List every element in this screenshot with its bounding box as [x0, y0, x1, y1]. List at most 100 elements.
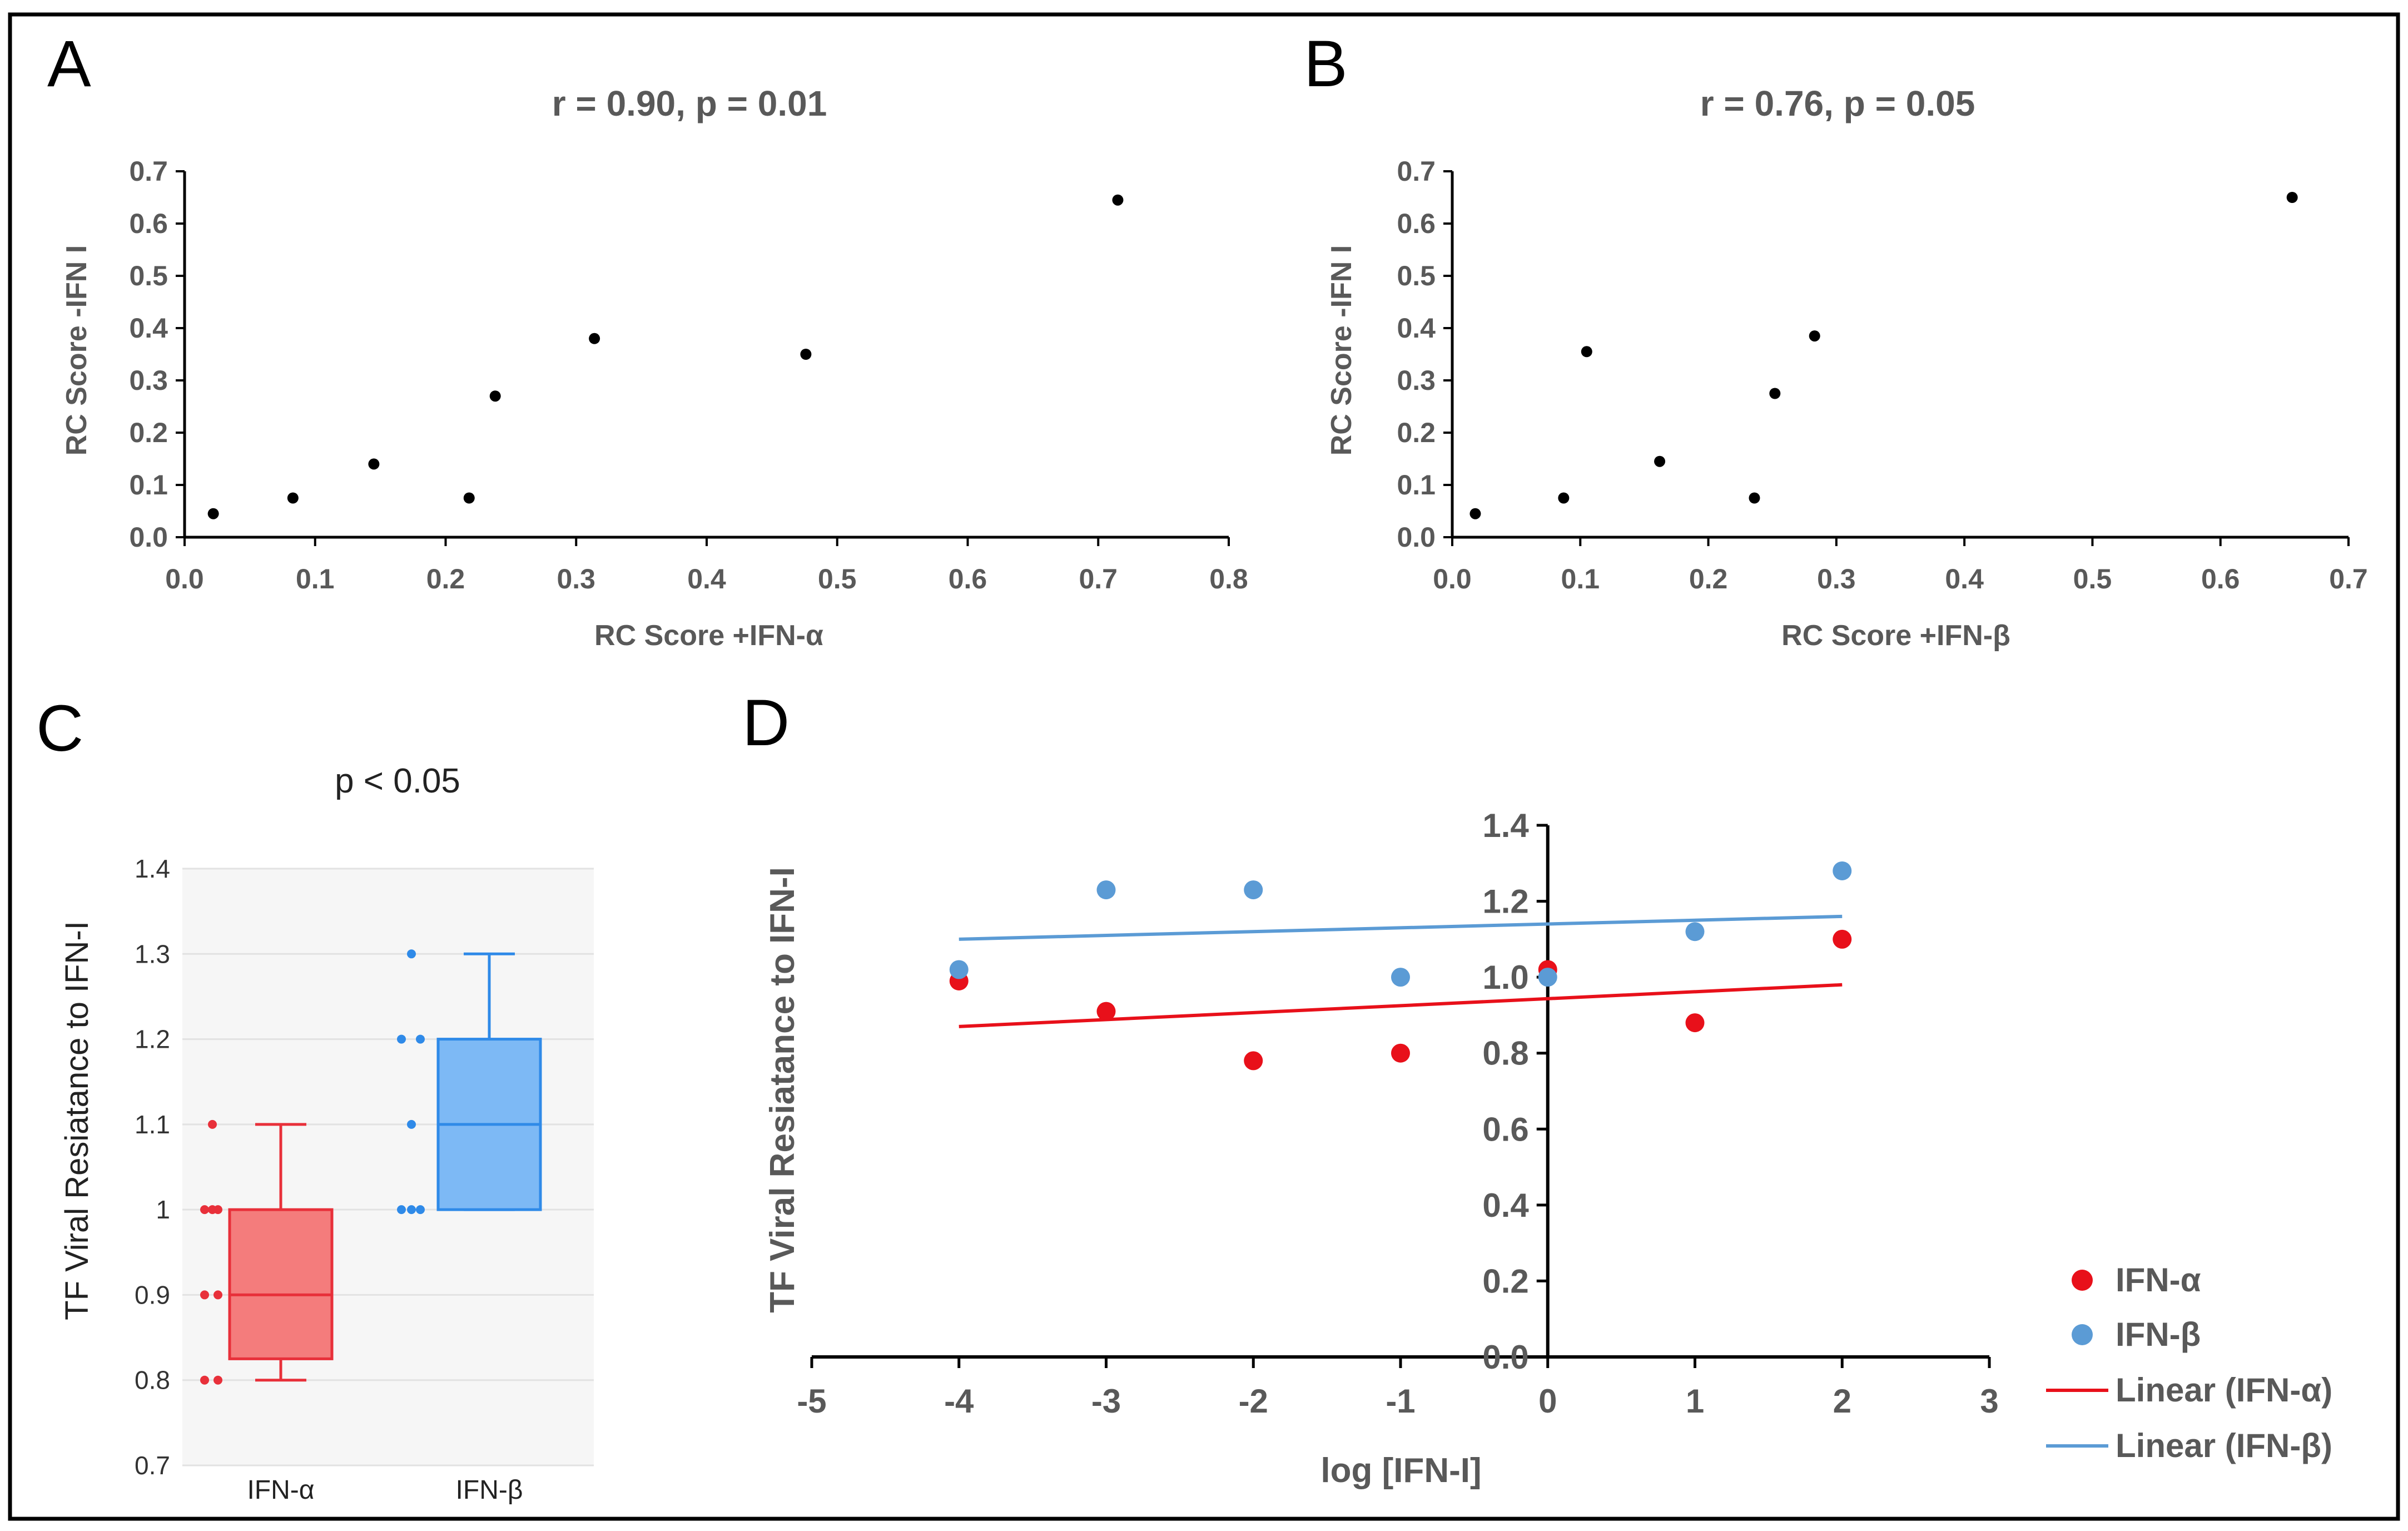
panel-a-y-tick-label: 0.4 — [129, 313, 168, 344]
panel-d-chart: log [IFN-I] TF Viral Resiatance to IFN-I… — [763, 807, 2332, 1490]
panel-d-point-beta — [1391, 968, 1410, 987]
panel-b-data-point — [1769, 388, 1781, 399]
panel-c-data-point — [407, 1205, 416, 1215]
panel-b-ylabel: RC Score -IFN I — [1325, 245, 1358, 456]
panel-c-ylabel: TF Viral Resiatance to IFN-I — [59, 921, 95, 1320]
panel-d-legend-label: Linear (IFN-β) — [2116, 1427, 2332, 1464]
panel-d-legend-marker — [2072, 1270, 2093, 1291]
panel-d-point-beta — [1833, 861, 1852, 880]
panel-c-data-point — [416, 1205, 425, 1215]
panel-d-xlabel: log [IFN-I] — [1320, 1451, 1481, 1490]
panel-c-data-point — [407, 949, 416, 959]
panel-b-y-tick-label: 0.0 — [1397, 522, 1436, 553]
panel-d-x-tick-label: 0 — [1538, 1383, 1557, 1420]
panel-a-x-tick-label: 0.4 — [687, 563, 726, 594]
panel-label-d: D — [742, 686, 790, 760]
panel-d-point-beta — [1538, 968, 1557, 987]
panel-d-trendline-beta — [959, 914, 1843, 941]
panel-d-x-tick-label: -1 — [1386, 1383, 1415, 1420]
panel-d-point-beta — [1244, 880, 1263, 900]
panel-b-x-tick-label: 0.0 — [1433, 563, 1472, 594]
panel-d-y-tick-label: 0.6 — [1482, 1111, 1528, 1148]
panel-a-data-point — [589, 333, 600, 344]
panel-d-point-alpha — [1391, 1043, 1410, 1063]
panel-d-y-tick-label: 1.2 — [1482, 883, 1528, 920]
panel-c-data-point — [416, 1034, 425, 1044]
panel-a-y-tick-label: 0.3 — [129, 365, 168, 396]
panel-d-y-tick-label: 1.0 — [1482, 959, 1528, 996]
panel-d-legend-label: Linear (IFN-α) — [2116, 1371, 2332, 1409]
panel-a-y-tick-label: 0.5 — [129, 260, 168, 291]
panel-b-data-point — [1809, 330, 1820, 342]
panel-c-y-tick-label: 1.2 — [135, 1025, 170, 1054]
panel-d-legend-label: IFN-α — [2116, 1261, 2201, 1299]
panel-d-legend-label: IFN-β — [2116, 1316, 2201, 1353]
panel-c-y-tick-label: 1 — [156, 1195, 170, 1224]
panel-b-y-tick-label: 0.1 — [1397, 469, 1436, 501]
panel-b-x-tick-label: 0.6 — [2201, 563, 2240, 594]
panel-a-data-point — [800, 349, 812, 360]
panel-d-y-tick-label: 0.4 — [1482, 1187, 1529, 1224]
panel-d-y-tick-label: 0.0 — [1482, 1339, 1528, 1376]
panel-c-y-tick-label: 1.1 — [135, 1110, 170, 1139]
panel-b-y-tick-label: 0.7 — [1397, 156, 1436, 187]
panel-d-point-beta — [949, 960, 969, 979]
panel-b-x-tick-label: 0.3 — [1817, 563, 1856, 594]
panel-b-data-point — [1581, 346, 1592, 358]
panel-a-data-point — [368, 458, 380, 470]
panel-label-c: C — [36, 692, 83, 765]
panel-d-point-alpha — [1244, 1051, 1263, 1071]
panel-c-y-tick-label: 1.3 — [135, 939, 170, 968]
panel-d-y-tick-label: 0.2 — [1482, 1262, 1528, 1300]
panel-a-data-point — [287, 492, 299, 504]
panel-c-data-point — [208, 1119, 217, 1129]
panel-b-chart: r = 0.76, p = 0.05 RC Score +IFN-β RC Sc… — [1325, 83, 2368, 652]
panel-a-y-tick-label: 0.2 — [129, 417, 168, 448]
panel-b-xlabel: RC Score +IFN-β — [1781, 620, 2010, 652]
panel-a-chart: r = 0.90, p = 0.01 RC Score +IFN-α RC Sc… — [61, 83, 1248, 652]
panel-b-y-tick-label: 0.6 — [1397, 208, 1436, 239]
panel-c-data-point — [200, 1205, 209, 1215]
panel-label-b: B — [1304, 27, 1348, 101]
panel-c-box-alpha — [228, 1208, 334, 1360]
panel-b-x-tick-label: 0.2 — [1689, 563, 1728, 594]
panel-c-y-tick-label: 0.7 — [135, 1451, 170, 1480]
panel-d-x-tick-label: 2 — [1833, 1383, 1851, 1420]
panel-d-y-tick-label: 0.8 — [1482, 1035, 1528, 1072]
panel-d-point-alpha — [1685, 1013, 1705, 1033]
panel-b-x-tick-label: 0.7 — [2329, 563, 2368, 594]
panel-a-y-tick-label: 0.1 — [129, 469, 168, 501]
panel-b-y-tick-label: 0.2 — [1397, 417, 1436, 448]
panel-d-point-beta — [1685, 922, 1705, 942]
panel-d-y-tick-label: 1.4 — [1482, 807, 1529, 844]
panel-d-x-tick-label: -2 — [1239, 1383, 1268, 1420]
panel-a-y-tick-label: 0.0 — [129, 522, 168, 553]
panel-b-data-point — [1558, 492, 1570, 504]
panel-d-x-tick-label: 1 — [1686, 1383, 1704, 1420]
panel-b-x-tick-label: 0.4 — [1945, 563, 1984, 594]
figure-border — [8, 12, 2400, 1521]
panel-c-data-point — [407, 1119, 416, 1129]
panel-c-title: p < 0.05 — [335, 762, 460, 800]
panel-b-x-tick-label: 0.1 — [1561, 563, 1600, 594]
panel-d-x-tick-label: 3 — [1980, 1383, 1998, 1420]
panel-d-point-alpha — [1096, 1002, 1116, 1021]
panel-c-y-tick-label: 0.9 — [135, 1280, 170, 1309]
panel-b-title: r = 0.76, p = 0.05 — [1700, 83, 1975, 123]
panel-c-data-point — [200, 1290, 209, 1300]
panel-a-x-tick-label: 0.0 — [165, 563, 204, 594]
panel-a-data-point — [207, 508, 219, 519]
panel-a-data-point — [489, 390, 501, 402]
panel-c-x-tick-label: IFN-β — [456, 1475, 523, 1505]
panel-b-x-tick-label: 0.5 — [2073, 563, 2112, 594]
panel-b-data-point — [2286, 192, 2298, 203]
panel-d-legend-marker — [2072, 1324, 2093, 1345]
panel-d-x-tick-label: -3 — [1091, 1383, 1121, 1420]
panel-c-y-tick-label: 0.8 — [135, 1366, 170, 1395]
panel-c-data-point — [214, 1290, 222, 1300]
panel-c-data-point — [214, 1205, 222, 1215]
panel-c-y-tick-label: 1.4 — [135, 854, 170, 883]
panel-a-y-tick-label: 0.6 — [129, 208, 168, 239]
panel-c-chart: p < 0.05 TF Viral Resiatance to IFN-I 0.… — [59, 762, 594, 1505]
panel-a-x-tick-label: 0.1 — [296, 563, 335, 594]
